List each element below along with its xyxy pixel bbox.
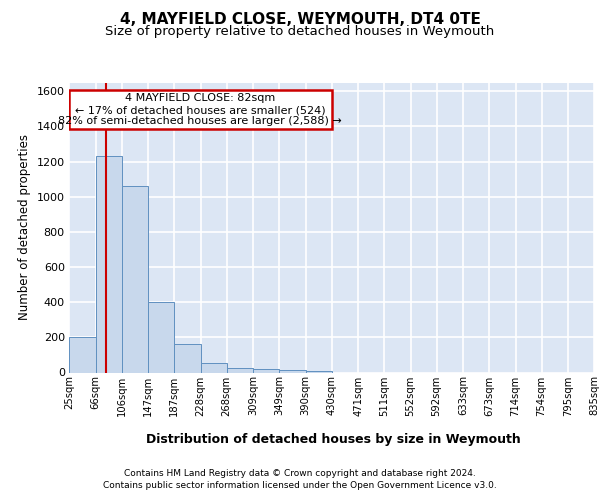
Text: 82% of semi-detached houses are larger (2,588) →: 82% of semi-detached houses are larger (… [58,116,342,126]
Y-axis label: Number of detached properties: Number of detached properties [18,134,31,320]
Bar [148,302,174,372]
Bar [95,156,121,372]
Text: 4 MAYFIELD CLOSE: 82sqm: 4 MAYFIELD CLOSE: 82sqm [125,93,275,103]
Text: 4, MAYFIELD CLOSE, WEYMOUTH, DT4 0TE: 4, MAYFIELD CLOSE, WEYMOUTH, DT4 0TE [119,12,481,28]
Text: ← 17% of detached houses are smaller (524): ← 17% of detached houses are smaller (52… [75,105,326,115]
Bar [121,186,148,372]
Bar [253,370,279,372]
Text: Distribution of detached houses by size in Weymouth: Distribution of detached houses by size … [146,432,520,446]
Bar [69,338,95,372]
Text: Contains public sector information licensed under the Open Government Licence v3: Contains public sector information licen… [103,481,497,490]
Bar [305,370,331,372]
Bar [200,363,227,372]
Bar [279,370,305,372]
Bar [174,344,200,372]
Text: Contains HM Land Registry data © Crown copyright and database right 2024.: Contains HM Land Registry data © Crown c… [124,469,476,478]
Bar [227,368,253,372]
Bar [69,90,331,129]
Text: Size of property relative to detached houses in Weymouth: Size of property relative to detached ho… [106,25,494,38]
